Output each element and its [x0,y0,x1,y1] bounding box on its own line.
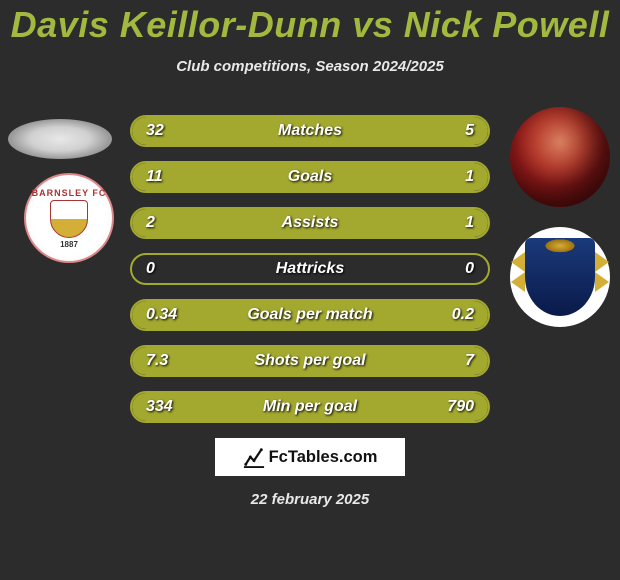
subtitle: Club competitions, Season 2024/2025 [0,58,620,75]
club-right-badge [510,227,610,327]
stat-row: 7.3Shots per goal7 [130,345,490,377]
stat-row: 0Hattricks0 [130,253,490,285]
branding-box: FcTables.com [215,438,405,476]
stat-value-right: 7 [465,352,474,370]
player-left-avatar [8,119,112,159]
stat-value-left: 32 [146,122,164,140]
stat-row: 334Min per goal790 [130,391,490,423]
stat-value-right: 790 [447,398,474,416]
stat-bars: 32Matches5 11Goals1 2Assists1 0Hattricks0 0.… [130,115,490,437]
stat-label: Hattricks [132,260,488,278]
stat-fill-left [132,163,460,191]
stat-value-right: 1 [465,214,474,232]
stat-value-right: 0.2 [452,306,474,324]
branding-text: FcTables.com [269,448,378,467]
stat-value-left: 0.34 [146,306,177,324]
stat-fill-right [314,347,488,375]
badge-left-year: 1887 [60,240,78,249]
stat-row: 0.34Goals per match0.2 [130,299,490,331]
stat-row: 32Matches5 [130,115,490,147]
stat-value-left: 7.3 [146,352,168,370]
page-title: Davis Keillor-Dunn vs Nick Powell [0,0,620,46]
stat-fill-left [132,209,371,237]
stat-fill-left [132,117,438,145]
stat-value-right: 0 [465,260,474,278]
club-left-badge: BARNSLEY FC 1887 [24,173,114,263]
stat-row: 2Assists1 [130,207,490,239]
stat-value-right: 1 [465,168,474,186]
stat-value-left: 11 [146,168,163,186]
player-right-avatar [510,107,610,207]
badge-left-text-top: BARNSLEY FC [32,188,107,198]
stat-value-left: 2 [146,214,155,232]
stat-value-left: 0 [146,260,155,278]
chart-icon [243,446,265,468]
stat-value-right: 5 [465,122,474,140]
badge-right-crest-icon [525,238,595,316]
date-text: 22 february 2025 [0,491,620,508]
stat-fill-right [438,117,488,145]
comparison-panel: BARNSLEY FC 1887 32Matches5 11Goals1 2Assi… [0,93,620,513]
badge-left-shield-icon [50,200,88,238]
stat-value-left: 334 [146,398,173,416]
stat-row: 11Goals1 [130,161,490,193]
